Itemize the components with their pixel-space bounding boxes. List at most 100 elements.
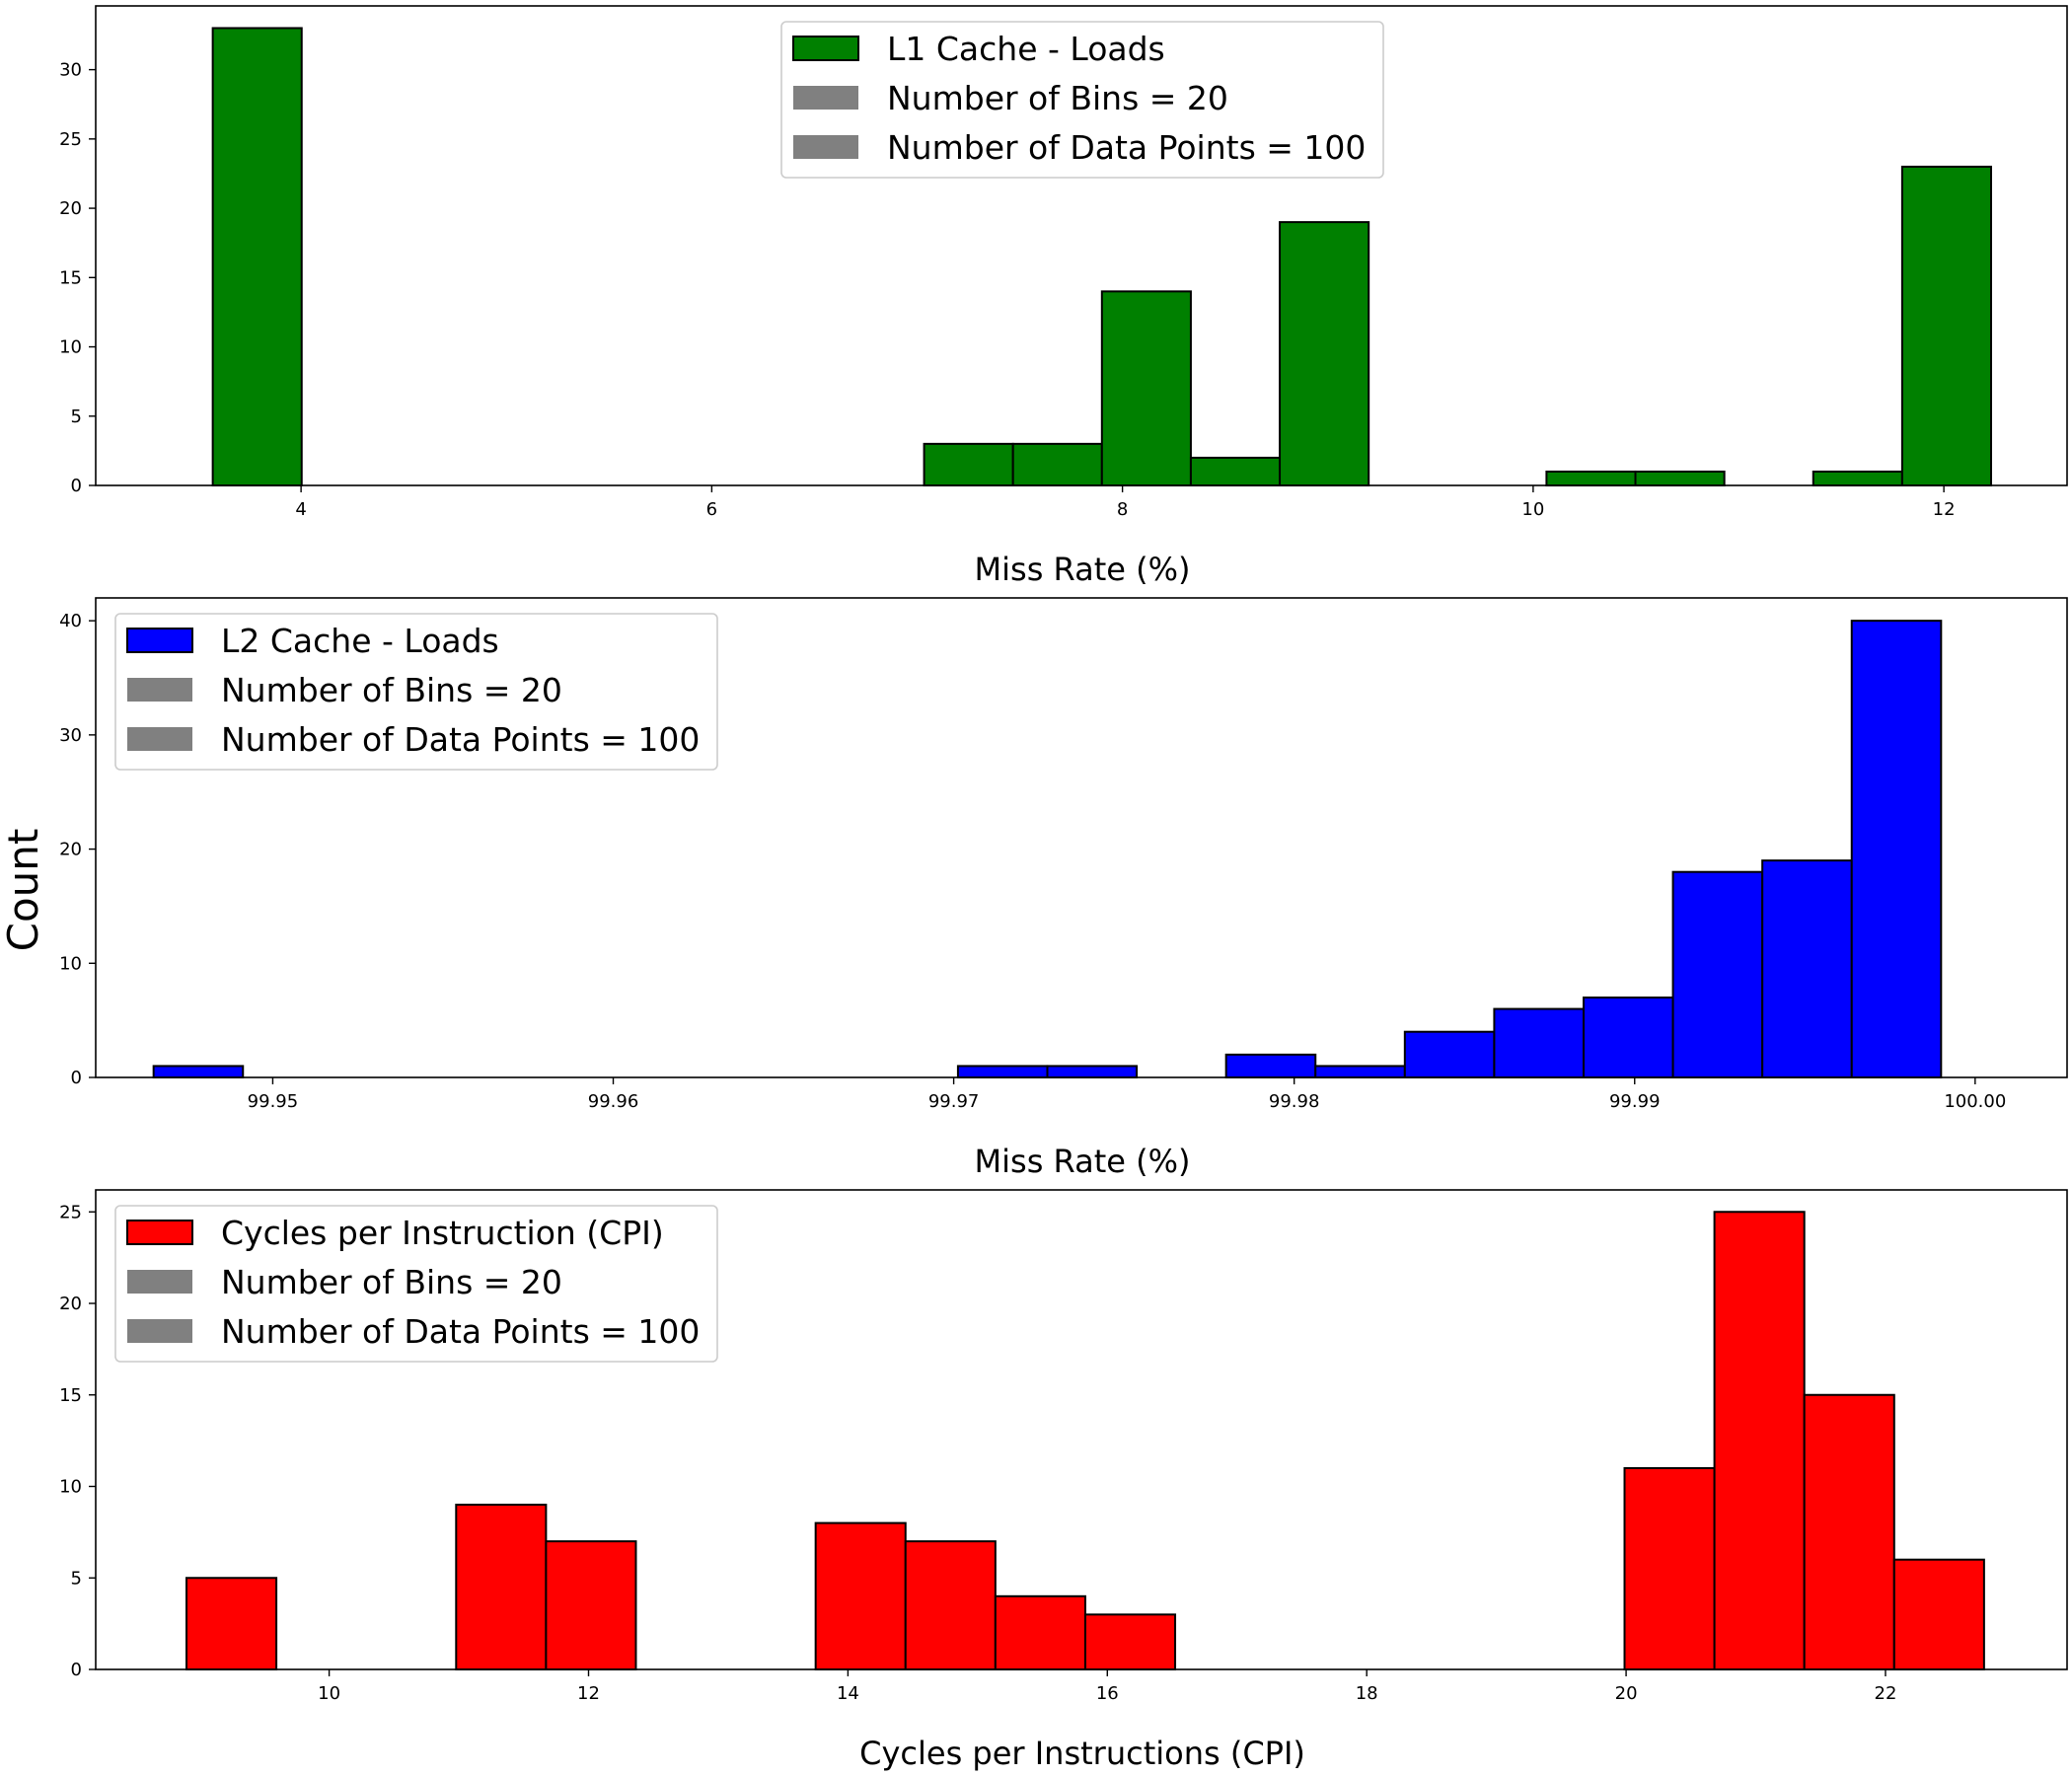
- l1-bar: [1634, 470, 1726, 487]
- l1-legend-label: L1 Cache - Loads: [887, 30, 1165, 68]
- l1-y-tick-label: 30: [59, 60, 82, 81]
- cpi-x-tick-label: 14: [837, 1683, 859, 1704]
- l1-legend-swatch: [793, 86, 858, 110]
- l2-y-tick-label: 40: [59, 611, 82, 631]
- l2-y-tick-label: 10: [59, 953, 82, 974]
- cpi-bar: [455, 1504, 548, 1671]
- cpi-y-tick-label: 20: [59, 1294, 82, 1314]
- l1-legend-swatch: [793, 135, 858, 159]
- l1-y-tick-label: 20: [59, 198, 82, 219]
- cpi-x-tick-label: 16: [1096, 1683, 1119, 1704]
- cpi-bar: [185, 1577, 278, 1670]
- l1-axes-frame: [95, 5, 2068, 486]
- l2-y-tick-label: 0: [71, 1068, 82, 1088]
- cpi-bar: [1713, 1211, 1806, 1670]
- cpi-legend: Cycles per Instruction (CPI) Number of Bi…: [114, 1205, 718, 1363]
- l2-x-tick-label: 99.96: [588, 1091, 639, 1112]
- l2-bar: [1224, 1053, 1317, 1078]
- cpi-x-tick-label: 10: [318, 1683, 340, 1704]
- l1-x-tick-label: 6: [706, 499, 717, 520]
- l2-x-tick-label: 99.95: [248, 1091, 299, 1112]
- cpi-legend-swatch: [127, 1319, 192, 1343]
- cpi-legend-label: Number of Bins = 20: [221, 1263, 562, 1301]
- cpi-x-tick-label: 22: [1875, 1683, 1897, 1704]
- l1-bar: [1812, 470, 1903, 487]
- cpi-x-tick-label: 18: [1356, 1683, 1378, 1704]
- cpi-y-tick-label: 10: [59, 1477, 82, 1498]
- cpi-legend-label: Number of Data Points = 100: [221, 1312, 700, 1351]
- l2-bar: [1671, 870, 1764, 1079]
- l2-bar: [956, 1065, 1049, 1079]
- panel-cpi-xlabel: Cycles per Instructions (CPI): [859, 1735, 1305, 1772]
- cpi-legend-swatch: [127, 1270, 192, 1294]
- l1-legend-swatch: [792, 36, 859, 61]
- l2-axes-frame: [95, 597, 2068, 1078]
- l1-x-tick-label: 12: [1933, 499, 1956, 520]
- l1-bar: [1279, 221, 1370, 486]
- l1-x-tick-label: 8: [1117, 499, 1128, 520]
- l1-legend: L1 Cache - Loads Number of Bins = 20 Numbe…: [780, 21, 1384, 179]
- l2-x-tick-label: 99.99: [1609, 1091, 1661, 1112]
- l1-bar: [1900, 165, 1993, 486]
- cpi-bar: [545, 1540, 637, 1671]
- panel-l2: Miss Rate (%) 99.95 99.96 99.97 99.98 99.99 1…: [59, 597, 2068, 1180]
- l1-bar: [1100, 290, 1192, 486]
- l2-legend-swatch: [127, 727, 192, 751]
- cpi-legend-box: [114, 1205, 718, 1363]
- l2-bar: [152, 1065, 245, 1079]
- cpi-bar: [1623, 1466, 1716, 1670]
- cpi-x-tick-label: 12: [577, 1683, 600, 1704]
- l1-bar: [1189, 456, 1282, 487]
- cpi-y-tick-label: 5: [71, 1568, 82, 1589]
- l2-legend-box: [114, 613, 718, 771]
- l2-bar: [1850, 620, 1943, 1078]
- l2-legend-swatch: [127, 678, 192, 702]
- cpi-x-tick-label: 20: [1615, 1683, 1638, 1704]
- l2-y-tick-label: 30: [59, 725, 82, 746]
- l1-bar: [1545, 470, 1637, 487]
- cpi-bar: [814, 1521, 907, 1670]
- l2-legend-swatch: [126, 628, 193, 653]
- cpi-bar: [904, 1540, 997, 1671]
- l2-x-tick-label: 100.00: [1944, 1091, 2006, 1112]
- l2-bar: [1582, 997, 1674, 1078]
- panel-l1: Miss Rate (%) 4 6 8 10 12 0 5 10 15 20 25 30 L1 Cach…: [59, 5, 2068, 588]
- cpi-legend-label: Cycles per Instruction (CPI): [221, 1214, 664, 1252]
- l2-legend-label: L2 Cache - Loads: [221, 622, 499, 660]
- panel-l1-xlabel: Miss Rate (%): [975, 551, 1191, 588]
- l1-y-tick-label: 0: [71, 476, 82, 496]
- cpi-legend-swatch: [126, 1220, 193, 1245]
- l2-legend-label: Number of Data Points = 100: [221, 720, 700, 759]
- l2-bar: [1493, 1007, 1585, 1079]
- l1-y-tick-label: 25: [59, 129, 82, 150]
- l2-bar: [1046, 1065, 1139, 1079]
- l2-x-tick-label: 99.97: [928, 1091, 980, 1112]
- figure-ylabel: Count: [0, 829, 47, 952]
- cpi-bar: [1803, 1393, 1895, 1670]
- l2-x-tick-label: 99.98: [1269, 1091, 1320, 1112]
- l1-x-tick-label: 10: [1521, 499, 1544, 520]
- cpi-y-tick-label: 15: [59, 1385, 82, 1406]
- l2-bar: [1314, 1065, 1406, 1079]
- cpi-bar: [1892, 1558, 1985, 1670]
- l2-bar: [1403, 1030, 1496, 1078]
- l1-legend-label: Number of Bins = 20: [887, 79, 1228, 117]
- l1-x-tick-label: 4: [295, 499, 306, 520]
- l2-bar: [1761, 859, 1853, 1079]
- l2-legend-label: Number of Bins = 20: [221, 671, 562, 709]
- l1-y-tick-label: 15: [59, 267, 82, 288]
- l1-bar: [211, 27, 303, 486]
- panel-l2-xlabel: Miss Rate (%): [975, 1143, 1191, 1180]
- panel-cpi: Cycles per Instructions (CPI) 10 12 14 16 18…: [59, 1189, 2068, 1772]
- l1-bar: [923, 442, 1014, 486]
- l2-y-tick-label: 20: [59, 840, 82, 860]
- cpi-y-tick-label: 25: [59, 1202, 82, 1222]
- l1-bar: [1011, 442, 1103, 486]
- cpi-axes-frame: [95, 1189, 2068, 1670]
- l1-y-tick-label: 10: [59, 337, 82, 358]
- l2-legend: L2 Cache - Loads Number of Bins = 20 Numbe…: [114, 613, 718, 771]
- cpi-bar: [1083, 1613, 1177, 1670]
- l1-legend-label: Number of Data Points = 100: [887, 128, 1366, 167]
- cpi-bar: [994, 1594, 1086, 1671]
